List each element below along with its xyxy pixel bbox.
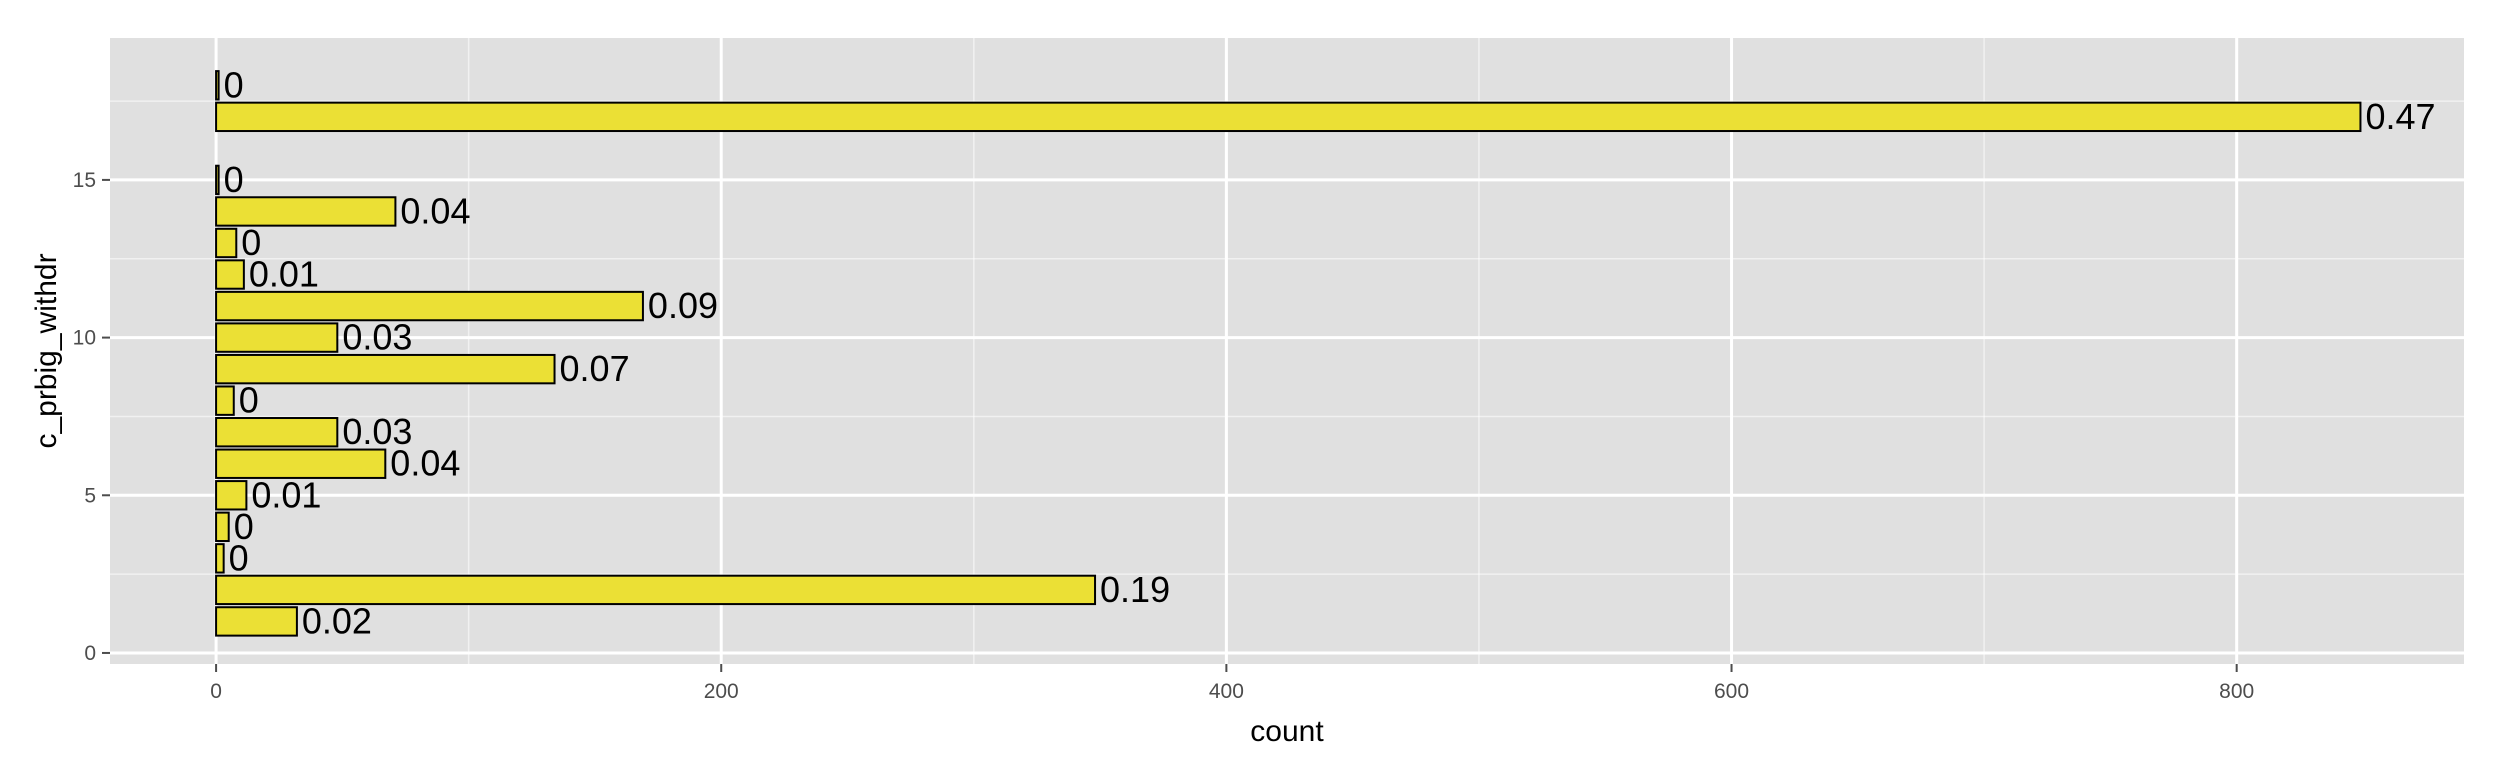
bar	[215, 70, 220, 101]
bar	[215, 417, 339, 448]
bar	[215, 543, 225, 574]
x-axis-title: count	[1250, 715, 1324, 748]
bar-value-label: 0	[224, 64, 244, 105]
x-axis: 0 200 400 600 800	[210, 664, 2254, 703]
x-tick-label: 400	[1209, 680, 1244, 703]
y-axis: 0 5 10 15	[73, 169, 110, 665]
bar-value-label: 0.03	[342, 317, 412, 358]
bar-value-label: 0.01	[251, 474, 321, 515]
bar	[215, 259, 245, 290]
bar	[215, 322, 339, 353]
bar	[215, 101, 2362, 133]
y-tick-label: 5	[84, 484, 96, 507]
major-gridlines	[110, 38, 2464, 664]
x-tick-label: 600	[1714, 680, 1749, 703]
x-tick-label: 200	[704, 680, 739, 703]
plot-panel	[110, 38, 2464, 664]
bar	[215, 511, 230, 543]
bar	[215, 227, 238, 259]
bar-value-label: 0	[229, 537, 249, 578]
bar-value-label: 0	[224, 159, 244, 200]
y-axis-title: c_prbig_withdr	[30, 253, 63, 448]
minor-gridlines	[110, 38, 2464, 664]
x-tick-label: 0	[210, 680, 222, 703]
bar-value-label: 0	[234, 506, 254, 547]
y-tick-label: 15	[73, 169, 96, 192]
x-tick-label: 800	[2219, 680, 2254, 703]
y-tick-label: 10	[73, 327, 96, 350]
bar-value-label: 0.04	[400, 190, 470, 231]
bar-value-label: 0	[241, 222, 261, 263]
bar-value-label: 0.02	[302, 600, 372, 641]
bar-value-label: 0.01	[249, 254, 319, 295]
bar-value-label: 0.07	[560, 348, 630, 389]
bar	[215, 196, 397, 227]
bar-value-label: 0	[239, 380, 259, 421]
bar	[215, 606, 298, 637]
bar	[215, 574, 1097, 606]
bar	[215, 480, 248, 511]
bar-value-label: 0.04	[390, 443, 460, 484]
bar-value-label: 0.47	[2365, 96, 2435, 137]
data-labels: 0.020.19000.010.040.0300.070.030.090.010…	[224, 64, 2436, 641]
bar-value-label: 0.09	[648, 285, 718, 326]
bars	[215, 70, 2362, 637]
bar	[215, 353, 556, 385]
bar	[215, 448, 387, 479]
bar-value-label: 0.03	[342, 411, 412, 452]
bar-value-label: 0.19	[1100, 569, 1170, 610]
bar	[215, 290, 644, 322]
y-tick-label: 0	[84, 642, 96, 665]
bar	[215, 385, 235, 416]
bar	[215, 164, 220, 196]
